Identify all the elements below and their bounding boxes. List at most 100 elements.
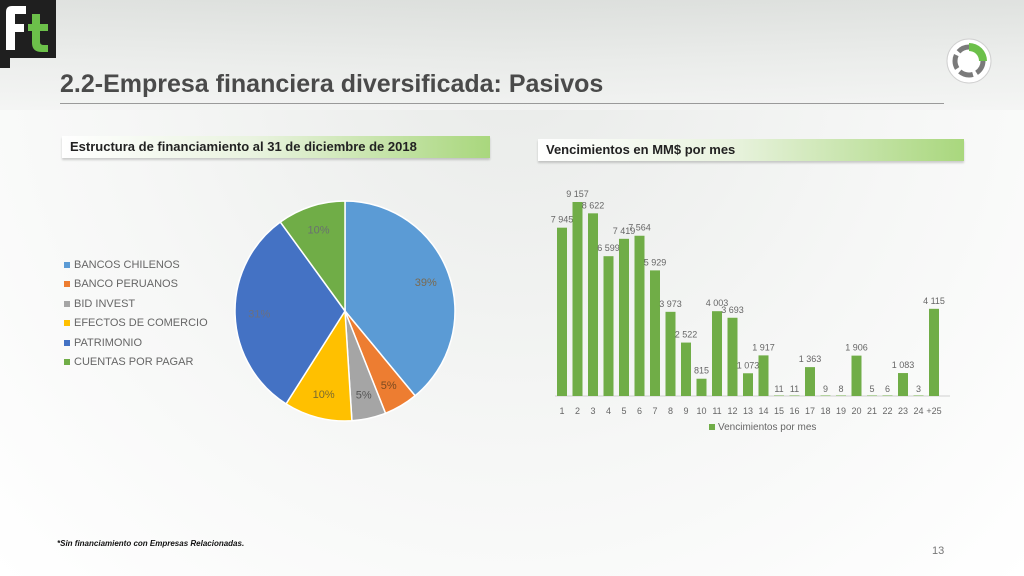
bar-data-label: 8 [838, 384, 843, 394]
bar-data-label: 11 [790, 384, 799, 394]
bar-data-label: 815 [694, 366, 709, 376]
x-tick-label: 6 [637, 406, 642, 416]
x-tick-label: 4 [606, 406, 611, 416]
bar-20 [851, 355, 862, 396]
bar-18 [820, 395, 831, 396]
x-tick-label: 13 [743, 406, 753, 416]
cycle-icon [946, 38, 992, 89]
bar-data-label: 4 115 [923, 296, 945, 306]
x-tick-label: 2 [575, 406, 580, 416]
bar-10 [696, 378, 707, 396]
bar-15 [774, 395, 784, 396]
bar-12 [727, 317, 738, 396]
legend-label: PATRIMONIO [74, 336, 143, 349]
bar-data-label: 7 945 [551, 215, 574, 225]
x-tick-label: 8 [668, 406, 673, 416]
logo-accent-square [0, 58, 10, 68]
x-tick-label: 14 [758, 406, 768, 416]
pie-legend-item: BID INVEST [64, 294, 208, 314]
footnote: *Sin financiamiento con Empresas Relacio… [57, 539, 245, 548]
x-tick-label: 19 [836, 406, 846, 416]
bar-data-label: 3 973 [659, 299, 682, 309]
x-tick-label: 16 [789, 406, 799, 416]
pie-section-heading: Estructura de financiamiento al 31 de di… [62, 136, 490, 158]
page-number: 13 [932, 545, 945, 557]
pie-data-label: 39% [415, 277, 437, 289]
x-tick-label: 15 [774, 406, 784, 416]
bar-14 [758, 355, 769, 396]
pie-legend: BANCOS CHILENOS BANCO PERUANOS BID INVEST E… [64, 255, 208, 372]
pie-legend-item: BANCOS CHILENOS [64, 255, 208, 275]
pie-legend-item: CUENTAS POR PAGAR [64, 353, 208, 373]
background-photo-band [0, 0, 1024, 110]
legend-label: CUENTAS POR PAGAR [74, 356, 194, 369]
legend-label: EFECTOS DE COMERCIO [74, 317, 208, 330]
bar-data-label: 1 083 [892, 360, 915, 370]
x-tick-label: 18 [820, 406, 830, 416]
bar-11 [712, 311, 722, 396]
pie-legend-item: BANCO PERUANOS [64, 275, 208, 295]
legend-swatch [64, 339, 70, 346]
bar-legend-label: Vencimientos por mes [718, 422, 816, 433]
bar-data-label: 6 599 [597, 243, 620, 253]
bar-data-label: 1 073 [737, 360, 760, 370]
bar-data-label: 1 906 [845, 343, 868, 353]
bar-data-label: 9 157 [566, 189, 589, 199]
bar-21 [867, 395, 877, 396]
pie-data-label: 31% [248, 309, 270, 321]
bar-data-label: 1 363 [799, 354, 822, 364]
bar-22 [882, 395, 893, 396]
pie-slice-bancos-chilenos [344, 200, 456, 397]
bar-19 [836, 395, 846, 396]
legend-swatch [64, 261, 70, 268]
x-tick-label: 7 [652, 406, 657, 416]
bar-8 [665, 311, 676, 396]
x-tick-label: 11 [712, 406, 721, 416]
pie-slice-cuentas-por-pagar [279, 200, 346, 314]
bar-24 [913, 395, 924, 396]
bar-16 [789, 395, 800, 396]
bar-data-label: 1 917 [752, 342, 775, 352]
bar-13 [743, 373, 753, 396]
bar-data-label: 7 564 [628, 223, 651, 233]
x-tick-label: 22 [882, 406, 892, 416]
legend-swatch [64, 300, 70, 307]
bar-data-label: 2 522 [675, 330, 698, 340]
bar-data-label: 11 [774, 384, 783, 394]
page-title: 2.2-Empresa financiera diversificada: Pa… [60, 70, 604, 98]
x-tick-label: 9 [683, 406, 688, 416]
bar-4 [603, 256, 614, 396]
bar-data-label: 7 419 [613, 226, 636, 236]
bar-data-label: 9 [823, 384, 828, 394]
bar-data-label: 8 622 [582, 200, 605, 210]
legend-swatch [64, 320, 70, 327]
pie-slice-patrimonio [234, 220, 346, 405]
x-tick-label: 20 [851, 406, 861, 416]
pie-data-label: 10% [307, 224, 329, 236]
x-tick-label: 17 [805, 406, 815, 416]
legend-label: BID INVEST [74, 297, 136, 310]
pie-data-label: 5% [381, 380, 397, 392]
pie-data-label: 5% [356, 390, 372, 402]
legend-swatch [64, 359, 70, 366]
bar-data-label: 3 [916, 384, 921, 394]
x-tick-label: 3 [590, 406, 595, 416]
bar-5 [619, 238, 629, 396]
bar-7 [650, 270, 660, 396]
bar-data-label: 5 929 [644, 257, 667, 267]
x-tick-label: 5 [621, 406, 626, 416]
bar-6 [634, 235, 645, 396]
bar-data-label: 4 003 [706, 298, 729, 308]
bar-2 [572, 202, 583, 396]
bar-3 [588, 213, 598, 396]
legend-swatch [64, 281, 70, 288]
bar-data-label: 3 693 [721, 305, 744, 315]
bar-9 [681, 342, 691, 396]
bar-1 [557, 227, 567, 396]
x-tick-label: 21 [867, 406, 877, 416]
x-tick-label: 24 [913, 406, 923, 416]
company-logo [0, 0, 56, 58]
bar-23 [898, 373, 908, 396]
